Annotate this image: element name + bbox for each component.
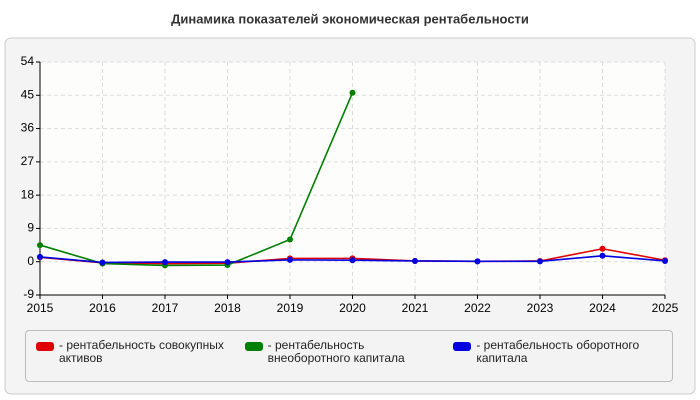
series-line	[39, 92, 354, 267]
legend-swatch	[36, 342, 54, 351]
x-tick-label: 2025	[652, 301, 679, 315]
x-tick-label: 2016	[89, 301, 116, 315]
point	[162, 259, 168, 266]
legend-label: - рентабельность совокупных активов	[59, 338, 224, 365]
y-tick-label: 54	[21, 54, 35, 68]
point	[287, 256, 293, 263]
point	[662, 257, 668, 264]
x-tick-label: 2015	[27, 301, 54, 315]
x-tick-label: 2018	[214, 301, 241, 315]
point	[474, 258, 481, 265]
y-tick-label: 0	[27, 254, 34, 268]
x-tick-label: 2019	[277, 301, 304, 315]
point	[537, 258, 543, 265]
point	[349, 257, 356, 264]
y-tick-label: 9	[27, 221, 34, 235]
legend-item: - рентабельность оборотного капитала	[453, 339, 662, 373]
y-tick-label: 18	[21, 187, 35, 201]
legend-swatch	[244, 342, 263, 351]
legend-label: - рентабельность оборотного капитала	[476, 338, 640, 365]
x-tick-label: 2022	[464, 301, 491, 315]
x-tick-label: 2017	[152, 301, 179, 315]
legend-swatch	[453, 342, 472, 351]
point	[99, 259, 106, 266]
legend-item: - рентабельность внеоборотного капитала	[244, 338, 454, 373]
chart-title: Динамика показателей экономическая рента…	[171, 11, 529, 26]
point	[224, 259, 231, 266]
legend-item: - рентабельность совокупных активов	[36, 339, 245, 373]
point	[349, 89, 356, 96]
legend: - рентабельность совокупных активов - рен…	[25, 330, 673, 382]
x-tick-label: 2021	[402, 301, 429, 315]
legend-label: - рентабельность внеоборотного капитала	[267, 338, 405, 365]
point	[287, 236, 293, 243]
y-tick-label: -9	[23, 287, 34, 301]
point	[599, 245, 606, 252]
point	[599, 252, 606, 259]
y-tick-label: 27	[21, 154, 35, 168]
x-tick-label: 2024	[589, 301, 616, 315]
point	[412, 257, 418, 264]
x-tick-label: 2023	[527, 301, 554, 315]
x-tick-label: 2020	[339, 301, 366, 315]
y-tick-label: 45	[21, 87, 35, 101]
point	[37, 242, 43, 249]
point	[37, 253, 43, 260]
y-tick-label: 36	[21, 121, 35, 135]
